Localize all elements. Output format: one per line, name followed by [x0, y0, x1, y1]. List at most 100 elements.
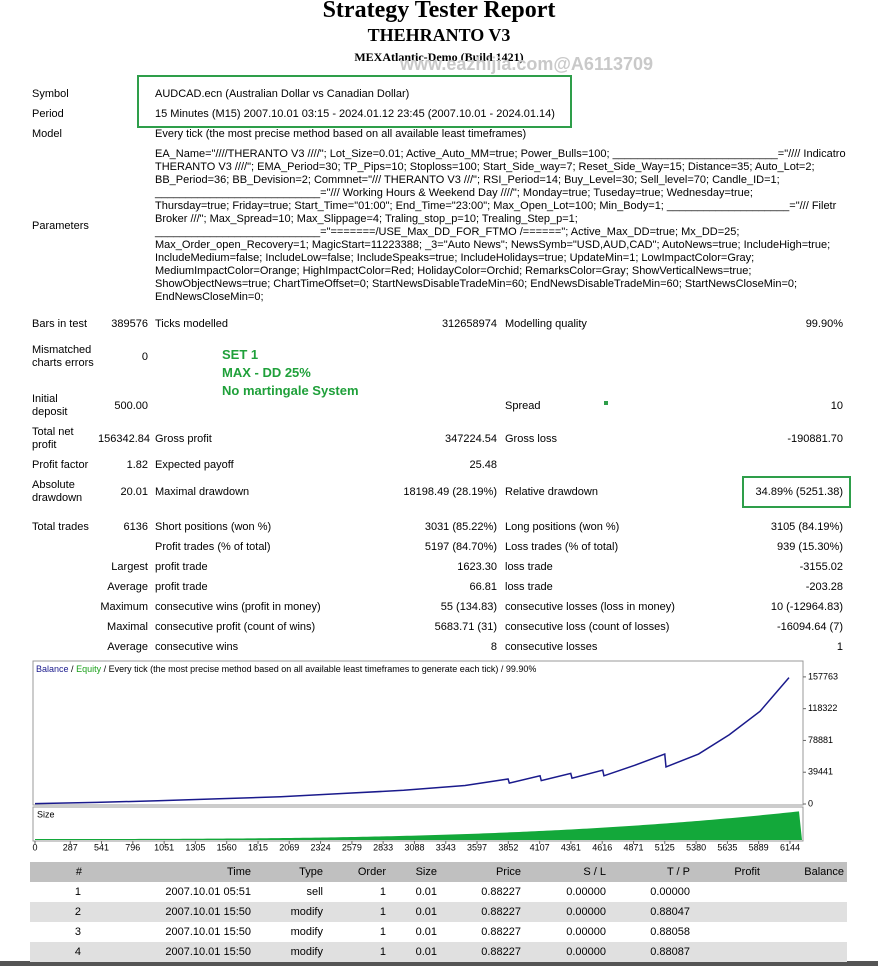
stat-label: loss trade: [505, 580, 553, 593]
table-row: [30, 902, 847, 922]
x-tick-label: 1305: [185, 842, 205, 852]
column-header: Time: [226, 866, 251, 878]
x-tick-label: 3343: [436, 842, 456, 852]
cell: modify: [290, 906, 323, 918]
stat-value: -16094.64 (7): [776, 620, 843, 633]
column-header: Size: [415, 866, 437, 878]
column-header: Profit: [734, 866, 760, 878]
table-row: [30, 882, 847, 902]
stat-value: 10: [830, 399, 843, 412]
x-tick-label: 2833: [373, 842, 393, 852]
stat-label: Total net profit: [32, 426, 74, 451]
cell: 0.01: [415, 886, 437, 898]
table-row: [30, 862, 847, 882]
stat-label: consecutive loss (count of losses): [505, 620, 670, 633]
stat-value: 389576: [111, 317, 148, 330]
stat-label: Average: [107, 640, 148, 653]
parameter-line: Max_Order_open_Recovery=1; MagicStart=11…: [155, 239, 831, 251]
cell: 4: [74, 946, 81, 958]
stat-value: 500.00: [114, 399, 148, 412]
annotation: MAX - DD 25%: [222, 365, 311, 380]
column-header: Price: [495, 866, 521, 878]
stat-label: Bars in test: [32, 317, 88, 330]
setting-value: Every tick (the most precise method base…: [155, 128, 527, 140]
x-tick-label: 4361: [561, 842, 581, 852]
cell: 2007.10.01 15:50: [165, 946, 251, 958]
x-tick-label: 5889: [749, 842, 769, 852]
cell: 1: [379, 946, 386, 958]
stat-label: Gross loss: [505, 432, 557, 445]
cell: 0.00000: [566, 886, 606, 898]
setting-label: Symbol: [32, 88, 69, 100]
parameter-line: THERANTO V3 ////"; EMA_Period=30; TP_Pip…: [155, 161, 815, 173]
column-header: Type: [299, 866, 323, 878]
stat-label: Long positions (won %): [505, 520, 620, 533]
stat-label: Maximum: [100, 600, 148, 613]
stat-value: 156342.84: [98, 432, 150, 445]
parameter-line: IncludeMedium=false; IncludeLow=false; I…: [155, 252, 755, 264]
size-label: Size: [37, 809, 55, 819]
x-tick-label: 2069: [279, 842, 299, 852]
y-tick-label: 157763: [808, 671, 838, 681]
legend: Balance / Equity / Every tick (the most …: [36, 664, 539, 674]
x-tick-label: 1815: [248, 842, 268, 852]
cell: 2: [74, 906, 81, 918]
stat-label: Average: [107, 580, 148, 593]
x-tick-label: 3088: [404, 842, 424, 852]
stat-label: Absolute drawdown: [32, 479, 83, 504]
stat-label: Spread: [505, 399, 541, 412]
stat-label: profit trade: [155, 580, 208, 593]
legend-quality: 99.90%: [506, 664, 537, 674]
cell: 1: [379, 926, 386, 938]
stat-value: 3031 (85.22%): [424, 520, 497, 533]
stat-label: consecutive wins (profit in money): [155, 600, 321, 613]
column-header: T / P: [666, 866, 690, 878]
legend-balance: Balance: [36, 664, 69, 674]
annotation: SET 1: [222, 347, 259, 362]
column-header: #: [75, 866, 82, 878]
x-tick-label: 2579: [342, 842, 362, 852]
stat-value: 6136: [123, 520, 148, 533]
stat-value: 8: [490, 640, 497, 653]
x-tick-label: 5635: [717, 842, 737, 852]
cell: 0.01: [415, 946, 437, 958]
cell: 0.88227: [481, 926, 521, 938]
parameter-line: MediumImpactColor=Orange; HighImpactColo…: [155, 265, 752, 277]
stat-value: 18198.49 (28.19%): [403, 485, 497, 498]
cell: 2007.10.01 05:51: [165, 886, 251, 898]
cell: modify: [290, 926, 323, 938]
column-header: S / L: [583, 866, 606, 878]
setting-label: Period: [32, 108, 64, 120]
chart: Size 0 39441 78881 118322 157763 0 287 541 796 105…: [32, 660, 838, 852]
legend-equity: Equity: [76, 664, 102, 674]
cell: 1: [74, 886, 81, 898]
x-tick-label: 287: [63, 842, 78, 852]
stat-label: Gross profit: [155, 432, 212, 445]
stat-value: 5197 (84.70%): [424, 540, 497, 553]
column-header: Order: [357, 866, 386, 878]
x-tick-label: 541: [94, 842, 109, 852]
cell: 1: [379, 906, 386, 918]
bottom-bar: [0, 961, 878, 966]
stat-value: 1: [836, 640, 843, 653]
stat-label: Ticks modelled: [155, 317, 228, 330]
cell: modify: [290, 946, 323, 958]
x-tick-label: 1560: [217, 842, 237, 852]
stat-value: 347224.54: [445, 432, 497, 445]
stat-label: consecutive profit (count of wins): [155, 620, 316, 633]
x-tick-label: 1051: [154, 842, 174, 852]
cell: 0.00000: [566, 906, 606, 918]
cell: 2007.10.01 15:50: [165, 906, 251, 918]
stat-value: 1.82: [126, 458, 148, 471]
y-tick-label: 0: [808, 798, 813, 808]
x-tick-label: 2324: [311, 842, 331, 852]
stat-label: Largest: [111, 560, 148, 573]
parameter-line: EndNewsCloseMin=0;: [155, 291, 264, 303]
watermark: www.eazhijia.com@A6113709: [400, 54, 654, 74]
stat-label: Loss trades (% of total): [505, 540, 619, 553]
stat-label: Maximal: [107, 620, 148, 633]
parameter-line: ___________________________="/// Working…: [155, 187, 753, 199]
stat-value: 10 (-12964.83): [770, 600, 843, 613]
stat-label: loss trade: [505, 560, 553, 573]
cell: 0.00000: [566, 926, 606, 938]
